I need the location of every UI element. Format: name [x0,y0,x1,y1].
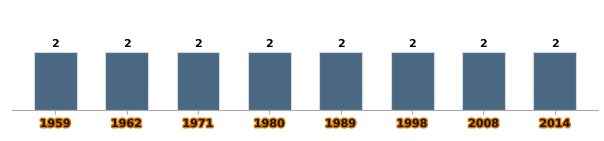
Bar [320,52,362,110]
Text: 2: 2 [551,39,559,49]
Bar [391,52,434,110]
Text: 2: 2 [265,39,273,49]
Bar [533,52,576,110]
Bar [105,52,148,110]
Text: 2: 2 [408,39,416,49]
Text: 2: 2 [51,39,59,49]
Text: 2: 2 [480,39,487,49]
Text: 2: 2 [194,39,202,49]
Bar [176,52,219,110]
Bar [34,52,77,110]
Text: 2: 2 [337,39,345,49]
Bar [462,52,505,110]
Text: 2: 2 [123,39,130,49]
Bar [248,52,291,110]
